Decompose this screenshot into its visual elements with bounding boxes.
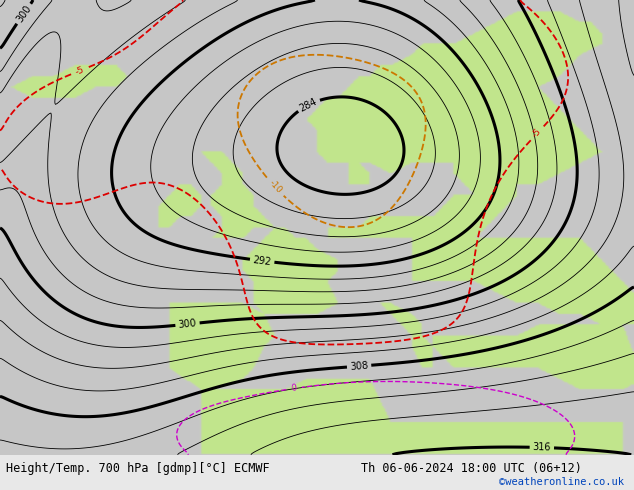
Text: 292: 292 (252, 255, 272, 267)
Text: 300: 300 (15, 3, 33, 24)
Text: -5: -5 (74, 65, 86, 76)
Text: 0: 0 (290, 384, 297, 393)
Text: 308: 308 (349, 361, 368, 372)
Text: 300: 300 (178, 318, 197, 330)
Text: ©weatheronline.co.uk: ©weatheronline.co.uk (500, 477, 624, 487)
Text: -10: -10 (267, 178, 283, 196)
Text: Height/Temp. 700 hPa [gdmp][°C] ECMWF: Height/Temp. 700 hPa [gdmp][°C] ECMWF (6, 463, 270, 475)
Text: Th 06-06-2024 18:00 UTC (06+12): Th 06-06-2024 18:00 UTC (06+12) (361, 463, 582, 475)
Text: 284: 284 (298, 96, 319, 114)
Text: 316: 316 (533, 442, 551, 453)
Text: -5: -5 (531, 127, 543, 140)
